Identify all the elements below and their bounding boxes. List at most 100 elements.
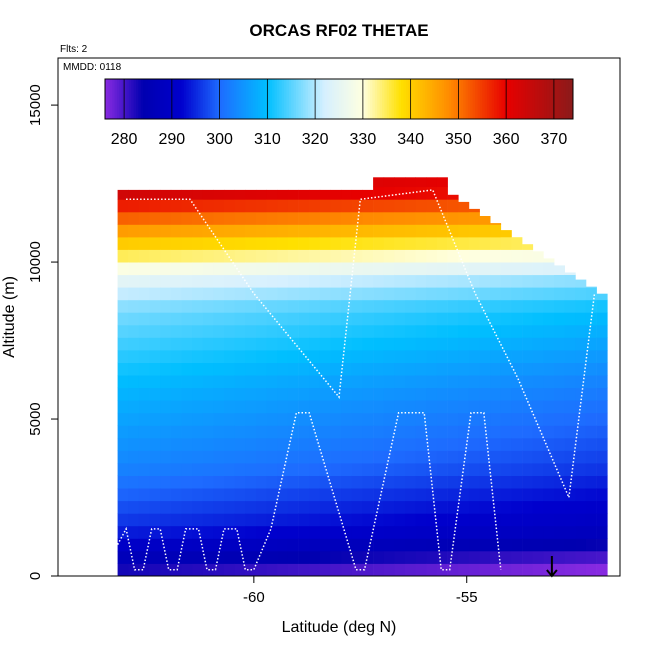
heat-cell (415, 299, 427, 313)
heat-cell (287, 538, 299, 552)
heat-cell (341, 412, 353, 426)
heat-cell (351, 400, 363, 414)
heat-cell (394, 488, 406, 502)
colorbar-swatch (298, 79, 302, 119)
heat-cell (490, 224, 502, 238)
heat-cell (500, 525, 512, 539)
colorbar-swatch (148, 79, 151, 119)
colorbar-swatch (463, 79, 467, 119)
heat-cell (277, 287, 289, 301)
heat-cell (202, 463, 214, 476)
heat-cell (585, 500, 597, 514)
heat-cell (543, 412, 555, 426)
colorbar-swatch (477, 79, 481, 119)
heat-cell (128, 463, 140, 476)
heat-cell (128, 437, 140, 451)
heat-cell (117, 525, 129, 539)
heat-cell (500, 249, 512, 263)
heat-cell (405, 475, 416, 489)
heat-cell (202, 375, 214, 389)
colorbar-swatch (303, 79, 307, 119)
heat-cell (277, 211, 289, 225)
heat-cell (266, 375, 278, 389)
heat-cell (543, 258, 555, 263)
colorbar-swatch (348, 79, 352, 119)
heat-cell (117, 463, 129, 476)
heat-cell (373, 249, 385, 263)
heat-cell (351, 337, 363, 351)
heat-cell (341, 538, 353, 552)
heat-cell (436, 387, 448, 401)
heat-cell (277, 400, 289, 414)
colorbar-swatch (198, 79, 201, 119)
heat-cell (447, 199, 459, 213)
heat-cell (575, 375, 587, 389)
heat-cell (213, 525, 225, 539)
heat-cell (128, 450, 140, 464)
heat-cell (266, 387, 278, 401)
heat-cell (405, 312, 416, 326)
heat-cell (245, 211, 257, 225)
heat-cell (277, 236, 289, 250)
heat-cell (575, 550, 587, 564)
heat-cell (234, 500, 246, 514)
heat-cell (192, 375, 204, 389)
heat-cell (319, 199, 331, 213)
heat-cell (564, 287, 576, 301)
colorbar-swatch (191, 79, 194, 119)
heat-cell (309, 400, 321, 414)
heat-cell (500, 337, 512, 351)
heat-cell (436, 538, 448, 552)
heat-cell (245, 475, 257, 489)
heat-cell (383, 324, 395, 338)
heat-cell (383, 224, 395, 238)
flight-track-upper (126, 189, 596, 501)
heat-cell (192, 249, 204, 263)
heat-cell (447, 425, 459, 439)
heat-cell (266, 211, 278, 225)
heat-cell (330, 550, 342, 564)
colorbar-swatch (484, 79, 488, 119)
heat-cell (287, 513, 299, 527)
heat-cell (234, 400, 246, 414)
heat-cell (245, 400, 257, 414)
heat-cell (319, 425, 331, 439)
heat-cell (192, 262, 204, 276)
heat-cell (277, 350, 289, 363)
heat-cell (117, 274, 129, 288)
heat-cell (117, 262, 129, 276)
heat-cell (373, 450, 385, 464)
heat-cell (351, 412, 363, 426)
colorbar-swatch (200, 79, 204, 119)
heat-cell (202, 299, 214, 313)
heat-cell (351, 350, 363, 363)
heat-cell (330, 400, 342, 414)
heat-cell (256, 563, 267, 577)
heat-cell (319, 236, 331, 250)
heat-cell (330, 274, 342, 288)
heat-cell (234, 312, 246, 326)
heat-cell (543, 538, 555, 552)
colorbar-swatch (487, 79, 490, 119)
heat-cell (224, 437, 235, 451)
heat-cell (341, 525, 353, 539)
heat-cell (458, 475, 470, 489)
heat-cell (575, 362, 587, 376)
heat-cell (149, 412, 161, 426)
heat-cell (213, 350, 225, 363)
heat-cell (192, 324, 204, 338)
colorbar-swatch (236, 79, 240, 119)
heat-cell (256, 189, 267, 200)
heat-cell (511, 450, 523, 464)
colorbar-swatch (116, 79, 120, 119)
heat-cell (298, 563, 310, 577)
heat-cell (128, 513, 140, 527)
heat-cell (277, 425, 289, 439)
colorbar-swatch (444, 79, 447, 119)
colorbar-swatch (219, 79, 223, 119)
heat-cell (224, 312, 235, 326)
heat-cell (458, 287, 470, 301)
heat-cell (426, 475, 438, 489)
heat-cell (447, 236, 459, 250)
heat-cell (160, 437, 172, 451)
